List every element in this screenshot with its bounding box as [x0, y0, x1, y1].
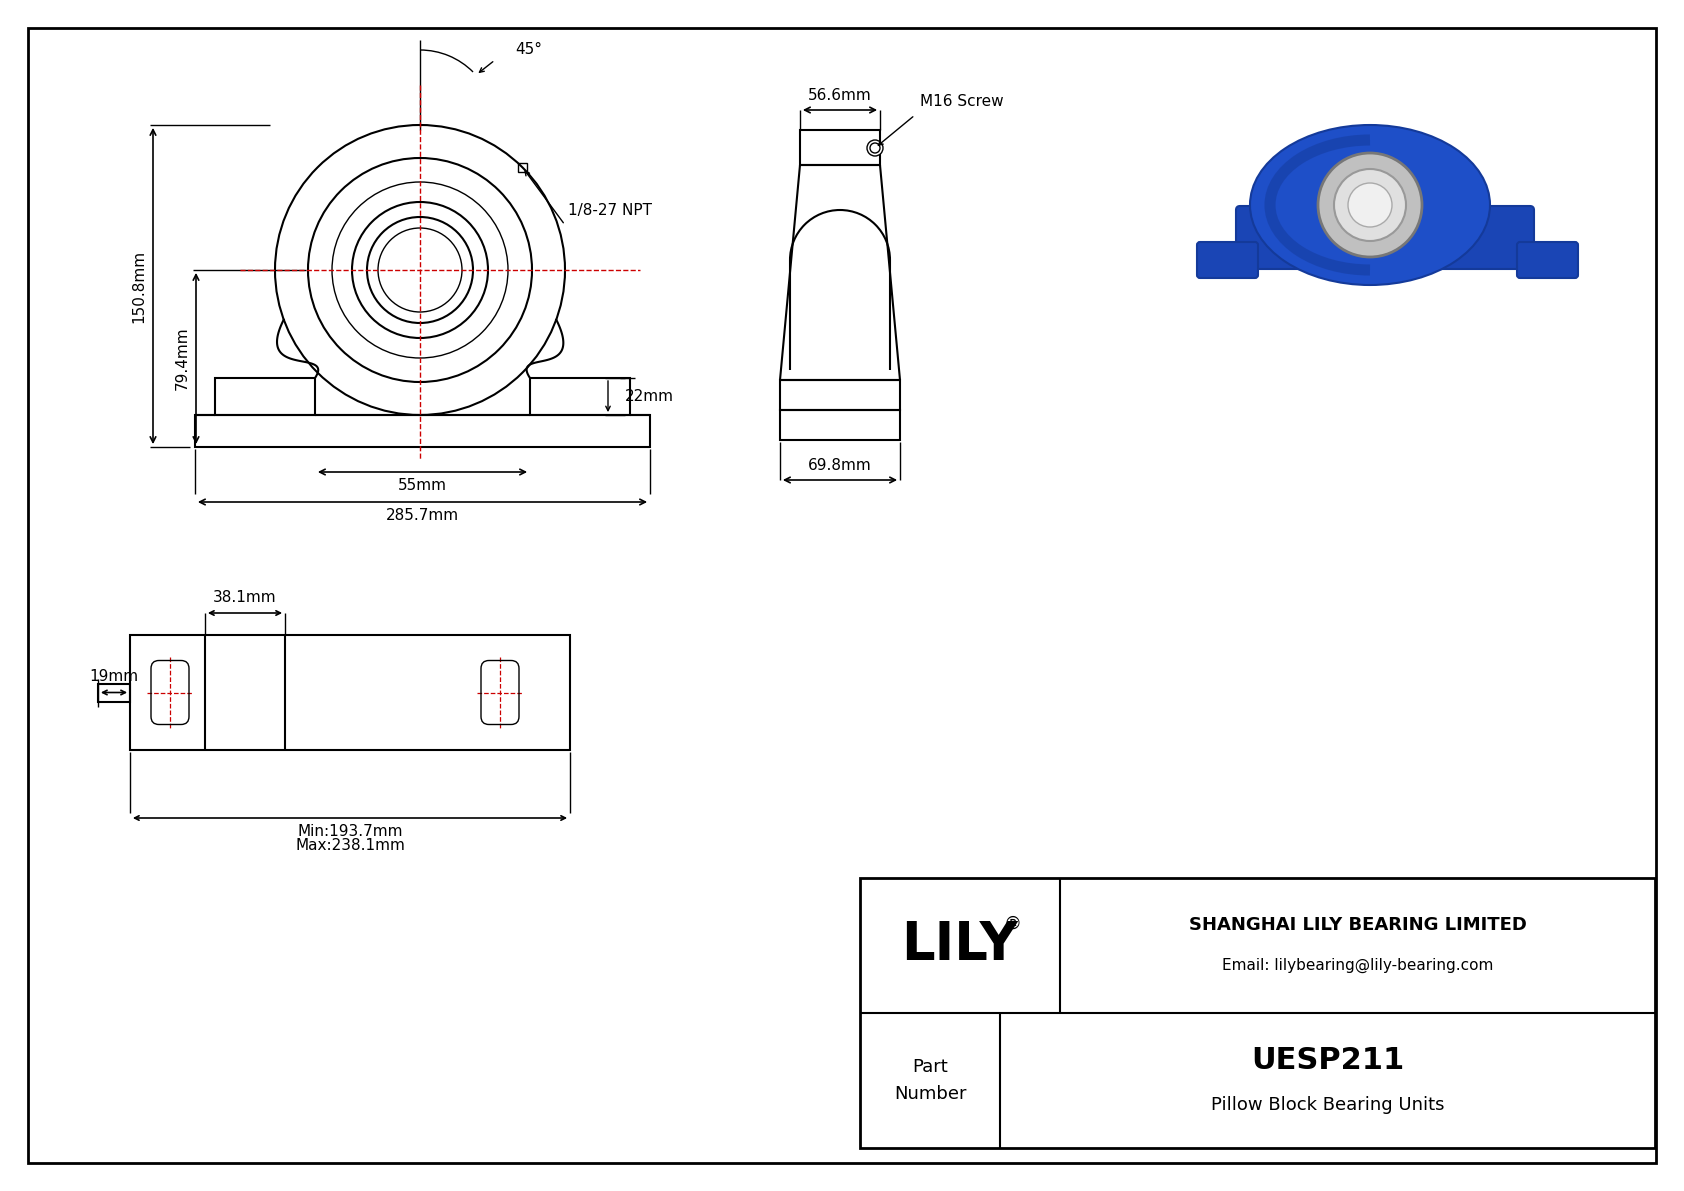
FancyBboxPatch shape — [1236, 206, 1534, 269]
Text: UESP211: UESP211 — [1251, 1046, 1404, 1074]
Circle shape — [867, 141, 882, 156]
Text: 69.8mm: 69.8mm — [808, 459, 872, 474]
Bar — [195, 414, 650, 447]
Text: Pillow Block Bearing Units: Pillow Block Bearing Units — [1211, 1096, 1445, 1114]
Text: SHANGHAI LILY BEARING LIMITED: SHANGHAI LILY BEARING LIMITED — [1189, 916, 1526, 934]
Text: LILY: LILY — [901, 919, 1019, 972]
Bar — [780, 410, 899, 439]
Bar — [216, 378, 315, 414]
Bar — [130, 635, 569, 750]
Text: 56.6mm: 56.6mm — [808, 88, 872, 104]
Text: 285.7mm: 285.7mm — [386, 509, 460, 524]
Text: 19mm: 19mm — [89, 669, 138, 684]
Bar — [98, 684, 130, 701]
Text: Part
Number: Part Number — [894, 1059, 967, 1103]
Text: ®: ® — [1004, 915, 1021, 933]
Text: 38.1mm: 38.1mm — [214, 591, 276, 605]
Text: 55mm: 55mm — [397, 479, 446, 493]
Circle shape — [1334, 169, 1406, 241]
Text: Email: lilybearing@lily-bearing.com: Email: lilybearing@lily-bearing.com — [1223, 958, 1494, 973]
Ellipse shape — [1250, 125, 1490, 285]
Text: 79.4mm: 79.4mm — [175, 326, 190, 391]
Bar — [861, 878, 1655, 1148]
Bar — [519, 163, 527, 172]
Text: 22mm: 22mm — [625, 389, 674, 404]
Bar — [800, 130, 881, 166]
Text: 150.8mm: 150.8mm — [131, 249, 147, 323]
FancyBboxPatch shape — [1197, 242, 1258, 278]
Text: 45°: 45° — [515, 43, 542, 57]
Circle shape — [1347, 183, 1393, 227]
Bar — [530, 378, 630, 414]
Circle shape — [1319, 152, 1421, 257]
Bar — [780, 380, 899, 410]
Text: 1/8-27 NPT: 1/8-27 NPT — [568, 202, 652, 218]
Text: Min:193.7mm: Min:193.7mm — [298, 823, 402, 838]
FancyBboxPatch shape — [1517, 242, 1578, 278]
Text: M16 Screw: M16 Screw — [919, 94, 1004, 110]
Text: Max:238.1mm: Max:238.1mm — [295, 838, 404, 854]
